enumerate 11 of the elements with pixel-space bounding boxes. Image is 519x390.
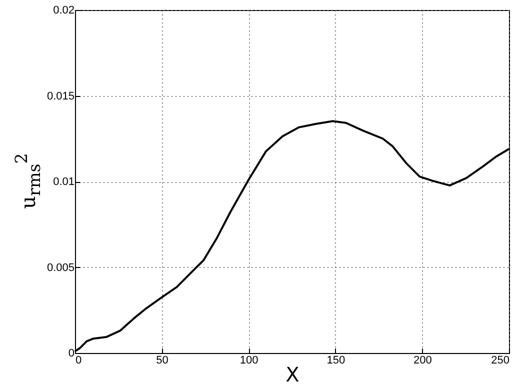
- x-axis-title: X: [286, 362, 300, 386]
- y-tick-label: 0.01: [53, 176, 74, 188]
- x-tick-label: 100: [240, 354, 258, 366]
- x-tick-label: 0: [76, 354, 82, 366]
- y-tick-label: 0.02: [53, 4, 74, 16]
- y-tick-label: 0.005: [46, 262, 74, 274]
- x-tick-label: 150: [326, 354, 346, 366]
- x-tick-label: 250: [491, 354, 510, 366]
- x-tick-label: 50: [156, 354, 168, 366]
- x-tick-label: 200: [414, 354, 432, 366]
- y-tick-label: 0.015: [46, 90, 74, 102]
